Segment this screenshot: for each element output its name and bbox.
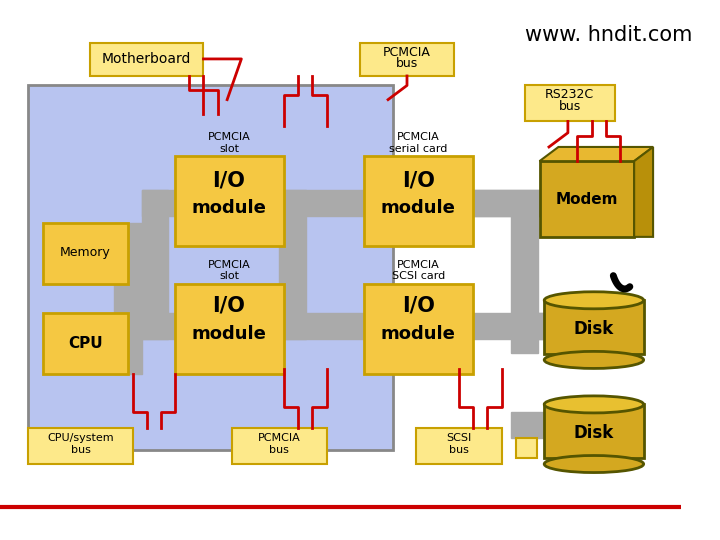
Text: Motherboard: Motherboard <box>102 52 192 66</box>
Ellipse shape <box>544 456 644 472</box>
Bar <box>416 428 502 464</box>
Text: PCMCIA: PCMCIA <box>258 434 300 443</box>
Bar <box>526 85 615 122</box>
Bar <box>142 313 568 339</box>
Text: bus: bus <box>71 445 91 455</box>
Text: bus: bus <box>269 445 289 455</box>
Text: I/O: I/O <box>212 296 246 316</box>
Bar <box>473 190 544 216</box>
Bar <box>90 43 204 76</box>
Bar <box>28 428 132 464</box>
Text: bus: bus <box>396 57 418 70</box>
Bar <box>360 43 454 76</box>
Bar <box>535 313 549 339</box>
Text: RS232C: RS232C <box>545 89 594 102</box>
Text: module: module <box>192 326 266 343</box>
Bar <box>142 190 568 216</box>
Text: bus: bus <box>449 445 469 455</box>
Bar <box>232 428 327 464</box>
Bar <box>539 161 634 237</box>
Bar <box>279 190 306 339</box>
Text: CPU/system: CPU/system <box>47 434 114 443</box>
Bar <box>516 437 536 458</box>
Text: Disk: Disk <box>574 320 614 338</box>
Bar <box>364 284 473 374</box>
Bar <box>28 85 393 450</box>
Text: bus: bus <box>559 100 581 113</box>
Polygon shape <box>539 147 653 161</box>
Text: CPU: CPU <box>68 336 102 352</box>
Text: I/O: I/O <box>212 170 246 190</box>
Text: Disk: Disk <box>574 424 614 442</box>
Text: PCMCIA: PCMCIA <box>397 132 440 143</box>
Text: PCMCIA: PCMCIA <box>207 260 251 270</box>
Text: Memory: Memory <box>60 246 111 259</box>
Bar <box>175 157 284 246</box>
Bar <box>364 157 473 246</box>
Bar <box>544 404 644 458</box>
Ellipse shape <box>544 396 644 413</box>
Text: SCSI card: SCSI card <box>392 271 445 281</box>
Text: PCMCIA: PCMCIA <box>207 132 251 143</box>
Bar <box>511 412 547 438</box>
Text: PCMCIA: PCMCIA <box>383 46 431 59</box>
Text: PCMCIA: PCMCIA <box>397 260 440 270</box>
Text: Modem: Modem <box>556 192 618 206</box>
Polygon shape <box>634 147 653 237</box>
Text: slot: slot <box>219 144 239 154</box>
Text: I/O: I/O <box>402 170 435 190</box>
Bar <box>544 300 644 354</box>
Text: www. hndit.com: www. hndit.com <box>526 25 693 45</box>
Bar <box>114 222 142 374</box>
Text: module: module <box>192 199 266 218</box>
Text: serial card: serial card <box>390 144 448 154</box>
Bar <box>175 284 284 374</box>
Text: slot: slot <box>219 271 239 281</box>
Bar <box>511 216 538 353</box>
Bar <box>142 190 168 339</box>
Text: I/O: I/O <box>402 296 435 316</box>
Text: SCSI: SCSI <box>446 434 472 443</box>
Text: module: module <box>381 199 456 218</box>
Bar <box>42 313 127 374</box>
Text: module: module <box>381 326 456 343</box>
Ellipse shape <box>544 352 644 368</box>
Ellipse shape <box>544 292 644 309</box>
Bar <box>42 222 127 284</box>
